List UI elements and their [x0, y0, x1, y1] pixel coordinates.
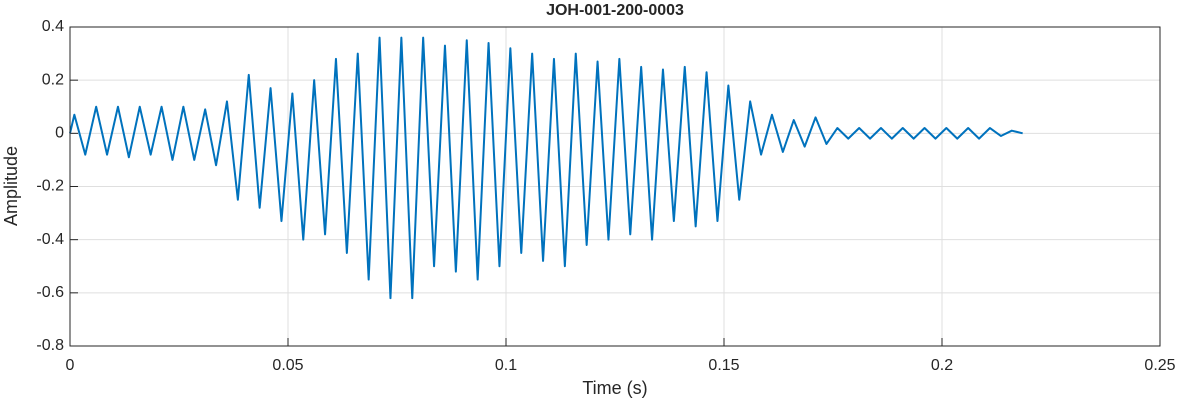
x-tick-label: 0.05: [272, 357, 303, 374]
y-tick-label: 0: [55, 125, 64, 142]
x-tick-label: 0.25: [1144, 357, 1175, 374]
axes-box: [69, 26, 1161, 347]
y-tick-label: -0.2: [36, 178, 64, 195]
y-tick-label: 0.2: [42, 71, 64, 88]
chart-title: JOH-001-200-0003: [546, 2, 684, 19]
x-tick-label: 0.2: [931, 357, 953, 374]
y-axis-label: Amplitude: [1, 146, 21, 226]
y-tick-label: -0.4: [36, 231, 64, 248]
x-tick-label: 0.15: [708, 357, 739, 374]
x-tick-label: 0.1: [495, 357, 517, 374]
y-tick-label: -0.6: [36, 284, 64, 301]
x-tick-label: 0: [66, 357, 75, 374]
y-tick-label: 0.4: [42, 18, 64, 35]
line: [69, 36, 1023, 300]
x-axis-label: Time (s): [582, 378, 647, 398]
y-tick-label: -0.8: [36, 337, 64, 354]
